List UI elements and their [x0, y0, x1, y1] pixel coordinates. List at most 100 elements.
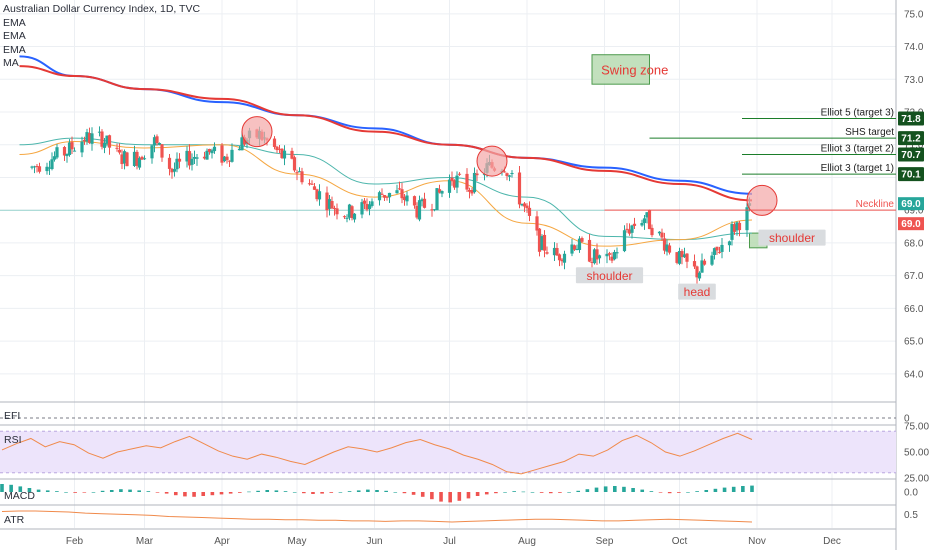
- candle-body: [297, 171, 302, 173]
- macd-bar: [274, 490, 279, 492]
- y-tick-label: 66.0: [904, 304, 924, 315]
- candle-body: [422, 198, 427, 208]
- candle-body: [727, 241, 732, 246]
- annotation-box: [575, 267, 644, 284]
- macd-bar: [466, 492, 471, 499]
- candle-body: [717, 251, 722, 253]
- candle-body: [562, 253, 567, 263]
- y-tick-label: 73.0: [904, 75, 924, 86]
- macd-bar: [622, 486, 626, 492]
- candle-body: [170, 168, 174, 173]
- candle-body: [115, 147, 119, 149]
- neckline-badge: [898, 217, 924, 231]
- candle-body: [310, 183, 314, 185]
- candle-body: [85, 132, 89, 142]
- candle-body: [660, 232, 664, 238]
- macd-bar: [695, 491, 699, 492]
- legend-ema-2[interactable]: EMA: [3, 30, 26, 42]
- x-tick-label: Jun: [366, 536, 382, 547]
- candle-body: [505, 173, 509, 177]
- candle-body: [615, 252, 619, 254]
- macd-bar: [494, 492, 498, 494]
- efi-pane-label[interactable]: EFI: [4, 410, 21, 422]
- macd-pane-label[interactable]: MACD: [4, 490, 35, 502]
- macd-bar: [731, 486, 736, 492]
- candle-body: [702, 260, 707, 265]
- candle-body: [555, 248, 559, 256]
- candle-body: [675, 252, 679, 263]
- candle-body: [135, 151, 139, 166]
- candle-body: [730, 223, 734, 240]
- macd-bar: [713, 488, 718, 492]
- macd-tick-label: 0.0: [904, 488, 918, 499]
- candle-body: [415, 205, 419, 218]
- candle-body: [622, 230, 627, 252]
- candle-body: [400, 189, 404, 199]
- macd-bar: [247, 491, 251, 493]
- candle-body: [465, 173, 469, 190]
- macd-bar: [228, 492, 233, 494]
- target-line-label: Elliot 3 (target 2): [821, 144, 894, 155]
- atr-pane-label[interactable]: ATR: [4, 514, 25, 526]
- candle-body: [502, 171, 507, 173]
- candle-body: [177, 158, 182, 162]
- rsi-pane-label[interactable]: RSI: [4, 434, 22, 446]
- macd-bar: [475, 492, 480, 496]
- macd-bar: [311, 492, 315, 494]
- candle-body: [455, 175, 459, 188]
- macd-bar: [183, 492, 187, 497]
- candle-body: [272, 138, 277, 147]
- candle-body: [87, 133, 92, 143]
- macd-bar: [384, 490, 388, 492]
- target-badge-value: 71.8: [901, 114, 921, 125]
- annotation-box: [678, 283, 716, 300]
- macd-bar: [119, 489, 123, 492]
- macd-bar: [265, 490, 270, 492]
- macd-bar: [219, 492, 224, 495]
- candle-body: [82, 139, 87, 142]
- candle-body: [437, 189, 442, 193]
- candle-body: [230, 149, 234, 162]
- macd-bar: [347, 491, 352, 492]
- legend-ema-3[interactable]: EMA: [3, 43, 26, 56]
- candle-body: [470, 190, 474, 194]
- atr-line: [1, 510, 753, 523]
- candle-body: [122, 151, 127, 164]
- candle-body: [225, 156, 229, 160]
- candle-body: [345, 217, 349, 219]
- candle-body: [125, 152, 129, 167]
- candle-body: [627, 229, 632, 234]
- candle-body: [412, 196, 417, 206]
- candle-body: [560, 259, 564, 262]
- macd-bar: [356, 490, 361, 492]
- macd-bar: [521, 491, 526, 493]
- x-tick-label: Oct: [672, 536, 688, 547]
- candle-body: [540, 236, 544, 250]
- candle-body: [160, 144, 164, 158]
- candle-body: [542, 234, 547, 251]
- candle-body: [190, 158, 194, 165]
- candle-body: [630, 225, 634, 233]
- target-badge: [898, 147, 924, 162]
- macd-bar: [0, 484, 4, 492]
- macd-bar: [73, 492, 77, 493]
- candle-body: [580, 238, 584, 242]
- candle-body: [377, 192, 382, 201]
- macd-bar: [146, 491, 151, 492]
- macd-bar: [603, 486, 608, 492]
- candle-body: [140, 156, 144, 160]
- candle-body: [32, 166, 37, 168]
- candle-body: [292, 157, 297, 171]
- candle-body: [382, 195, 387, 198]
- legend-ema-1[interactable]: EMA: [3, 16, 26, 29]
- candle-body: [450, 177, 454, 181]
- macd-bar: [82, 492, 87, 493]
- target-badge-value: 70.7: [901, 150, 921, 161]
- candle-body: [120, 154, 124, 165]
- legend-ma[interactable]: MA: [3, 57, 19, 69]
- candle-body: [195, 157, 199, 159]
- x-tick-label: Dec: [823, 536, 841, 547]
- annotation-label-shoulder: shoulder: [769, 231, 815, 245]
